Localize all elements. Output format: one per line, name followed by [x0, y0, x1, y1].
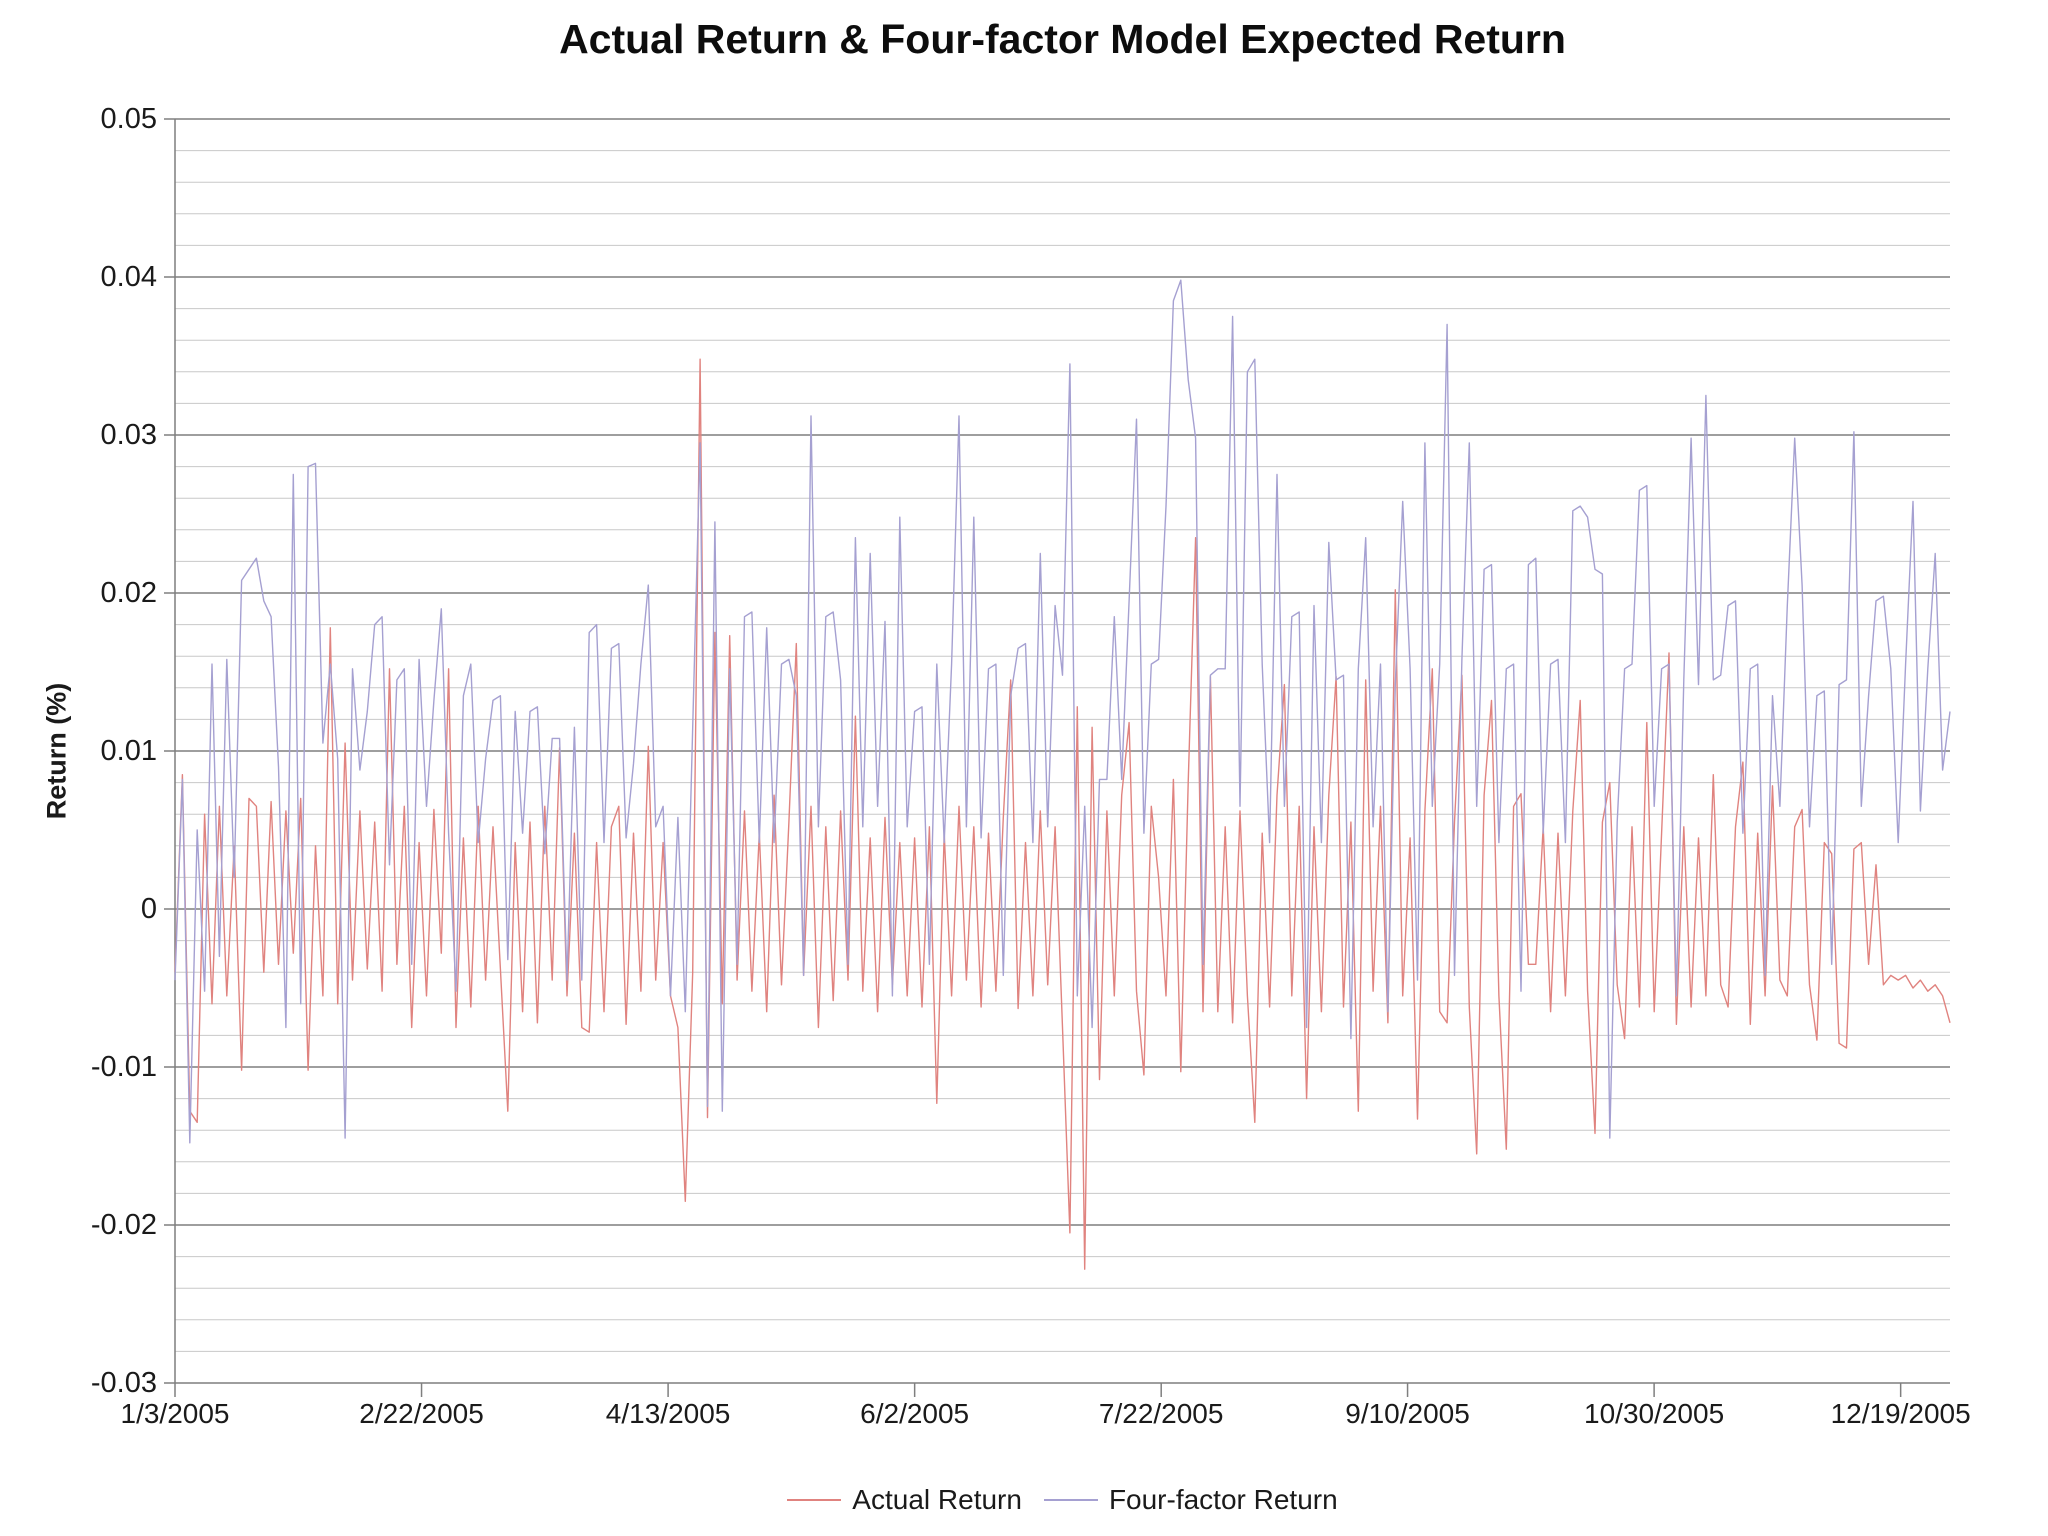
- x-tick-label: 1/3/2005: [120, 1398, 230, 1429]
- legend: Actual Return Four-factor Return: [175, 1484, 1950, 1516]
- y-tick-label: 0.04: [100, 261, 157, 293]
- legend-label-actual-return: Actual Return: [852, 1484, 1022, 1515]
- y-tick-label: 0.03: [100, 419, 157, 451]
- x-tick-label: 12/19/2005: [1830, 1398, 1971, 1429]
- y-tick-label: -0.02: [90, 1209, 157, 1241]
- chart-title: Actual Return & Four-factor Model Expect…: [559, 16, 1566, 62]
- y-tick-label: -0.01: [90, 1051, 157, 1083]
- x-tick-label: 6/2/2005: [860, 1398, 970, 1429]
- legend-item-four-factor-return: Four-factor Return: [1043, 1484, 1338, 1516]
- x-tick-label: 2/22/2005: [359, 1398, 484, 1429]
- legend-label-four-factor-return: Four-factor Return: [1108, 1484, 1338, 1515]
- y-tick-label: -0.03: [90, 1367, 157, 1399]
- x-tick-label: 7/22/2005: [1098, 1398, 1224, 1429]
- legend-line-swatch-four-factor-return: [1043, 1499, 1098, 1501]
- x-tick-label: 4/13/2005: [605, 1398, 731, 1429]
- x-tick-label: 9/10/2005: [1345, 1398, 1470, 1429]
- legend-item-actual-return: Actual Return: [787, 1484, 1022, 1516]
- y-tick-label: 0.02: [100, 577, 157, 609]
- y-tick-label: 0.05: [100, 103, 157, 135]
- y-tick-label: 0: [140, 893, 157, 925]
- legend-line-swatch-actual-return: [787, 1499, 842, 1501]
- y-tick-label: 0.01: [100, 735, 157, 767]
- x-tick-label: 10/30/2005: [1584, 1398, 1725, 1429]
